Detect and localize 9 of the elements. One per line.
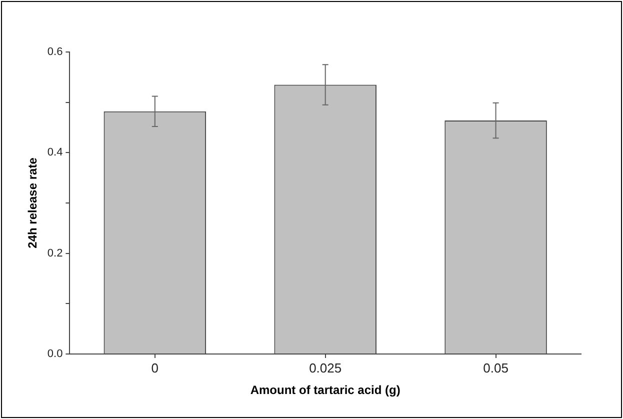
x-tick-label: 0.05: [483, 360, 508, 376]
x-tick-label: 0.025: [309, 360, 342, 376]
x-axis-title: Amount of tartaric acid (g): [250, 383, 400, 398]
x-tick-label: 0: [151, 360, 159, 376]
y-tick-label: 0.4: [47, 146, 63, 159]
y-tick-label: 0.2: [47, 247, 63, 260]
y-tick-label: 0.6: [47, 46, 63, 58]
y-axis-title: 24h release rate: [26, 157, 40, 248]
y-tick-label: 0.0: [47, 348, 63, 360]
